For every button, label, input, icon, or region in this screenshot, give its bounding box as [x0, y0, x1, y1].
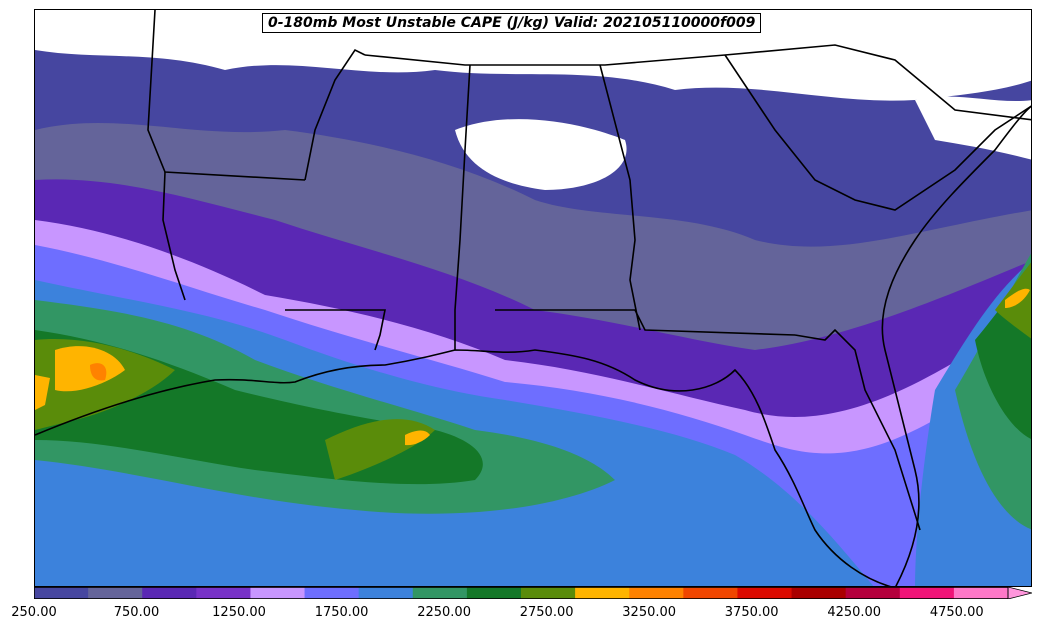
colorbar-segment: [466, 587, 522, 599]
colorbar-tick-label: 2250.00: [417, 605, 471, 620]
colorbar-tick-label: 750.00: [113, 605, 160, 620]
colorbar-tick-label: 3250.00: [622, 605, 677, 620]
colorbar-tick-label: 1250.00: [212, 605, 266, 620]
colorbar-tick-label: 1750.00: [314, 605, 369, 620]
colorbar-tick-label: 3750.00: [724, 605, 779, 620]
colorbar-segment: [683, 587, 738, 599]
colorbar-segment: [196, 587, 251, 599]
colorbar-segment: [88, 587, 143, 599]
state-boundaries: [147, 10, 1031, 531]
colorbar-segment: [304, 587, 360, 599]
colorbar-tick-label: 4250.00: [827, 605, 882, 620]
colorbar: [34, 587, 1032, 599]
colorbar-segment: [250, 587, 306, 599]
coastline: [35, 105, 1031, 586]
colorbar-tick-label: 2750.00: [519, 605, 574, 620]
colorbar-segment: [953, 587, 1009, 599]
colorbar-segment: [737, 587, 793, 599]
cape-field: [35, 10, 1031, 586]
colorbar-segment: [34, 587, 89, 599]
colorbar-segment: [575, 587, 630, 599]
colorbar-tick-label: 4750.00: [929, 605, 984, 620]
colorbar-extend-arrow: [1007, 587, 1032, 599]
colorbar-segment: [358, 587, 414, 599]
cape-map: [34, 9, 1032, 587]
colorbar-segment: [791, 587, 847, 599]
colorbar-segment: [845, 587, 901, 599]
colorbar-segment: [412, 587, 468, 599]
colorbar-bands: [34, 587, 1032, 599]
colorbar-segment: [899, 587, 955, 599]
colorbar-tick-label: 250.00: [11, 605, 57, 620]
colorbar-segment: [521, 587, 576, 599]
colorbar-segment: [629, 587, 684, 599]
colorbar-segment: [142, 587, 197, 599]
map-title: 0-180mb Most Unstable CAPE (J/kg) Valid:…: [262, 13, 762, 33]
